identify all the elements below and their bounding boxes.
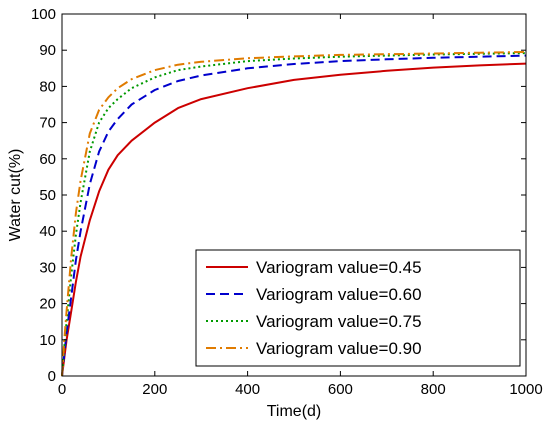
y-tick-label: 90 bbox=[39, 42, 56, 59]
y-axis-title: Water cut(%) bbox=[7, 149, 24, 242]
x-tick-label: 800 bbox=[421, 381, 446, 398]
y-tick-label: 80 bbox=[39, 78, 56, 95]
legend-label-3: Variogram value=0.75 bbox=[256, 312, 422, 331]
legend-label-4: Variogram value=0.90 bbox=[256, 339, 422, 358]
x-tick-label: 1000 bbox=[509, 381, 542, 398]
series-line-2 bbox=[61, 54, 527, 377]
x-tick-label: 200 bbox=[142, 381, 167, 398]
y-tick-label: 40 bbox=[39, 223, 56, 240]
x-tick-label: 600 bbox=[328, 381, 353, 398]
y-tick-label: 30 bbox=[39, 259, 56, 276]
y-tick-label: 60 bbox=[39, 151, 56, 168]
axes-layer: 0 200 400 600 800 1000 0 10 20 30 40 50 60 70 80 90 100 bbox=[31, 6, 543, 398]
x-tick-label: 0 bbox=[58, 381, 66, 398]
y-tick-label: 50 bbox=[39, 187, 56, 204]
x-tick-label: 400 bbox=[235, 381, 260, 398]
y-tick-label: 70 bbox=[39, 115, 56, 132]
y-tick-label: 0 bbox=[48, 368, 56, 385]
legend-label-2: Variogram value=0.60 bbox=[256, 285, 422, 304]
series-line-3 bbox=[61, 52, 527, 377]
plot-frame bbox=[61, 13, 527, 377]
y-tick-label: 20 bbox=[39, 296, 56, 313]
series-line-4 bbox=[61, 51, 527, 377]
series-layer bbox=[61, 51, 527, 377]
series-line-1 bbox=[61, 62, 527, 377]
legend-label-1: Variogram value=0.45 bbox=[256, 258, 422, 277]
legend-box bbox=[195, 249, 521, 367]
y-tick-label: 10 bbox=[39, 332, 56, 349]
x-axis-title: Time(d) bbox=[267, 403, 322, 420]
legend: Variogram value=0.45 Variogram value=0.60… bbox=[195, 249, 521, 367]
y-tick-label: 100 bbox=[31, 6, 56, 23]
